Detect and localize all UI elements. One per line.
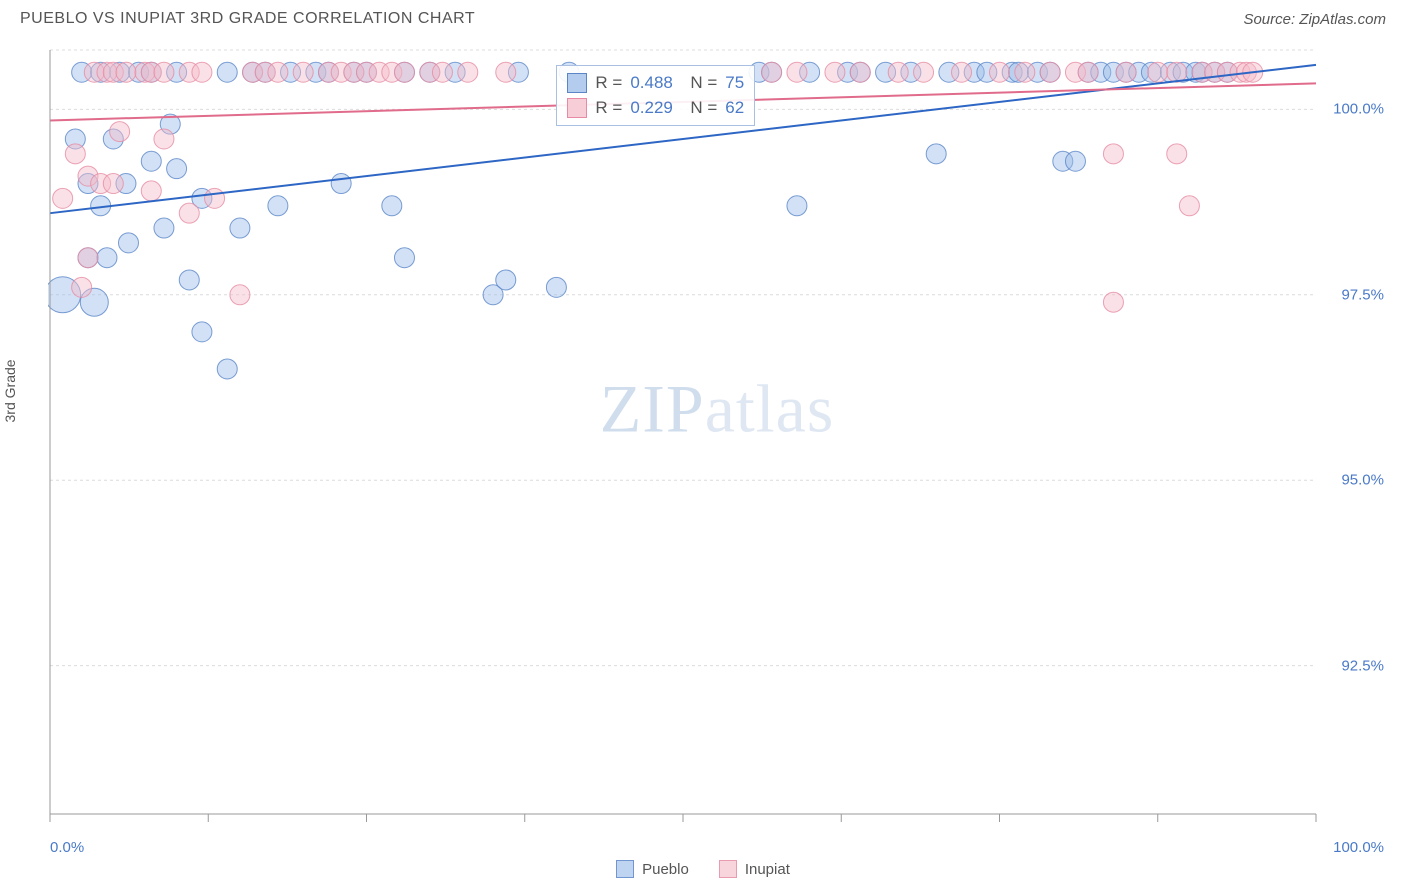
- legend-label: Inupiat: [745, 861, 790, 878]
- stats-swatch-icon: [567, 98, 587, 118]
- y-tick-label: 95.0%: [1341, 472, 1384, 489]
- regression-stats-box: R = 0.488 N = 75R = 0.229 N = 62: [556, 65, 755, 126]
- legend: Pueblo Inupiat: [0, 860, 1406, 878]
- chart-title: PUEBLO VS INUPIAT 3RD GRADE CORRELATION …: [20, 10, 475, 28]
- scatter-chart: [48, 48, 1386, 832]
- legend-label: Pueblo: [642, 861, 689, 878]
- chart-area: ZIPatlas R = 0.488 N = 75R = 0.229 N = 6…: [48, 48, 1386, 832]
- x-max-label: 100.0%: [1333, 839, 1384, 856]
- y-tick-label: 100.0%: [1333, 101, 1384, 118]
- chart-source: Source: ZipAtlas.com: [1243, 11, 1386, 28]
- x-min-label: 0.0%: [50, 839, 84, 856]
- stats-row: R = 0.229 N = 62: [567, 95, 744, 121]
- y-axis-label: 3rd Grade: [2, 359, 18, 422]
- x-axis-labels: 0.0% 100.0%: [48, 839, 1386, 856]
- stats-swatch-icon: [567, 73, 587, 93]
- chart-header: PUEBLO VS INUPIAT 3RD GRADE CORRELATION …: [0, 0, 1406, 34]
- y-tick-label: 97.5%: [1341, 286, 1384, 303]
- legend-swatch-icon: [719, 860, 737, 878]
- legend-swatch-icon: [616, 860, 634, 878]
- legend-item: Inupiat: [719, 860, 790, 878]
- legend-item: Pueblo: [616, 860, 689, 878]
- stats-row: R = 0.488 N = 75: [567, 70, 744, 96]
- y-tick-label: 92.5%: [1341, 657, 1384, 674]
